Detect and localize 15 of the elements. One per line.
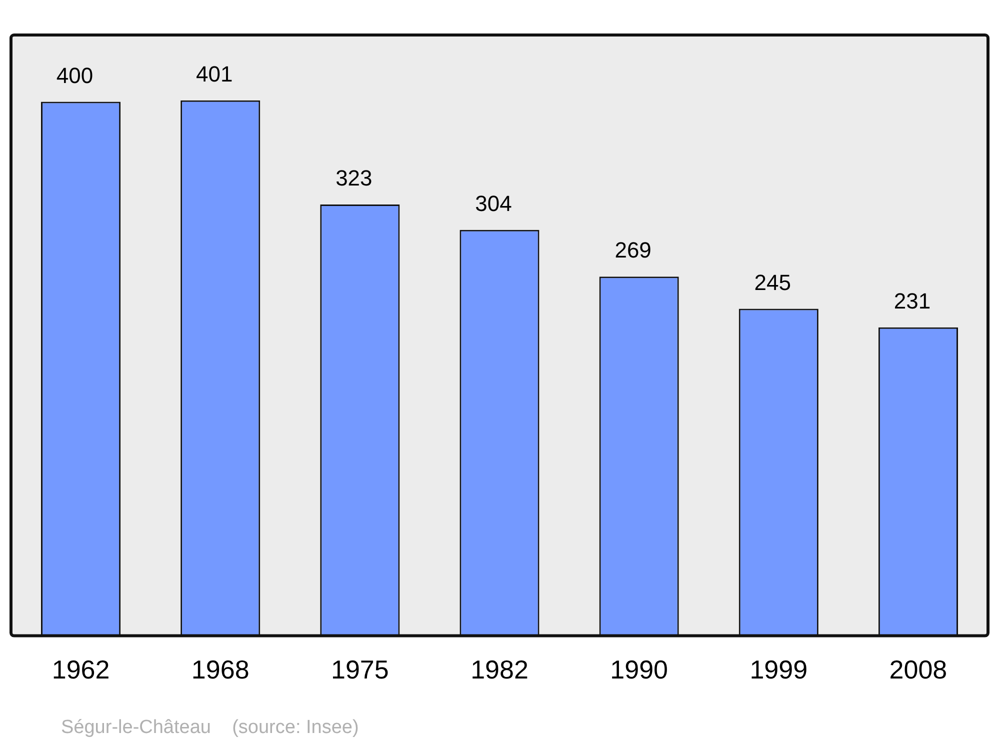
data-label: 231 (894, 288, 931, 314)
data-label: 269 (614, 238, 652, 263)
x-tick-label: 1982 (470, 654, 528, 685)
x-tick-label: 1962 (52, 654, 110, 685)
x-tick-label: 2008 (889, 654, 948, 685)
x-tick-label: 1990 (610, 654, 668, 685)
x-tick-label: 1975 (331, 654, 389, 685)
data-label: 304 (475, 190, 512, 216)
x-tick-label: 1968 (191, 654, 250, 685)
data-label: 401 (196, 61, 233, 86)
text: Ségur-le-Château (source: Insee) (61, 717, 359, 739)
data-label: 400 (56, 62, 94, 88)
x-tick-label: 1999 (750, 654, 808, 685)
data-label: 245 (754, 270, 791, 295)
data-label: 323 (336, 166, 372, 191)
